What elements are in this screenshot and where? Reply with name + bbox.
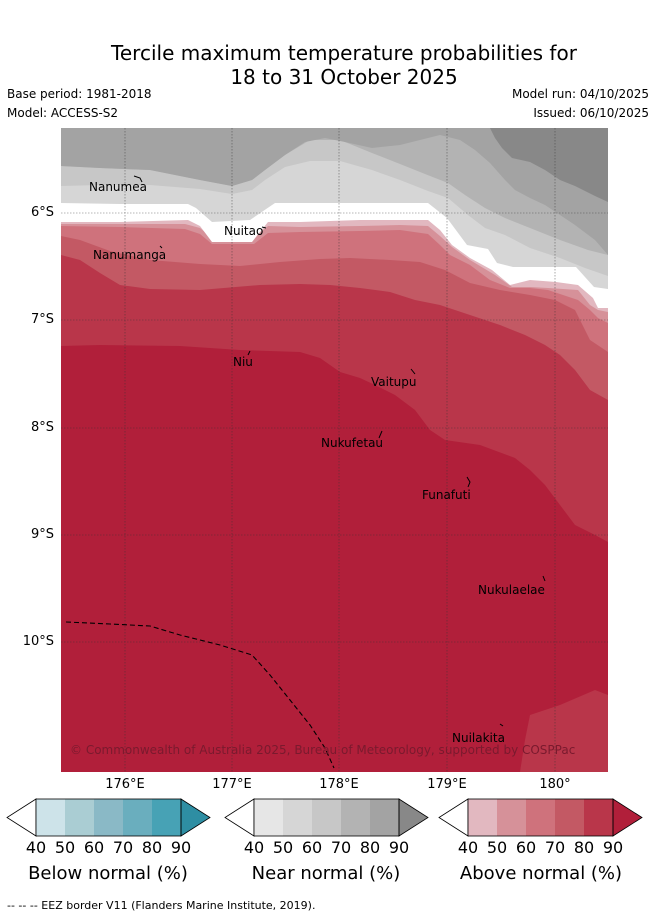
below-colorbar-segment [65,799,94,836]
above-colorbar-frame [467,798,614,837]
colorbar-above-normal [438,798,643,837]
lon-tick-179e: 179°E [427,777,467,792]
lon-tick-177e: 177°E [212,777,252,792]
lon-tick-178e: 178°E [319,777,359,792]
below-colorbar-segment [36,799,65,836]
island-label-nukufetau: Nukufetau [321,436,384,450]
near-tick-40: 40 [243,838,265,857]
above-tick-70: 70 [544,838,566,857]
map-title-line-2: 18 to 31 October 2025 [230,65,458,89]
near-colorbar-frame [253,798,400,837]
below-tick-60: 60 [83,838,105,857]
island-label-funafuti: Funafuti [422,488,471,502]
lat-tick-6s: 6°S [30,205,54,220]
above-colorbar-min-extension [438,798,469,837]
above-tick-60: 60 [515,838,537,857]
below-colorbar-max-extension [180,798,211,837]
lat-tick-9s: 9°S [30,527,54,542]
eez-border [65,621,335,769]
near-tick-80: 80 [359,838,381,857]
near-colorbar-max-extension [398,798,429,837]
region-near-80 [61,128,608,255]
island-coastlines [133,175,546,727]
above-tick-80: 80 [573,838,595,857]
above-colorbar-segment [584,799,613,836]
near-colorbar-segment [312,799,341,836]
near-colorbar-segment [370,799,399,836]
below-colorbar-segment [123,799,152,836]
near-tick-90: 90 [388,838,410,857]
island-label-nanumea: Nanumea [89,180,147,194]
issued-date: Issued: 06/10/2025 [533,106,649,120]
island-label-nuitao: Nuitao [224,224,264,238]
eez-legend-note: -- -- -- EEZ border V11 (Flanders Marine… [7,899,316,912]
lat-tick-10s: 10°S [22,634,54,649]
above-colorbar-segment [468,799,497,836]
below-colorbar-segment [94,799,123,836]
above-tick-50: 50 [486,838,508,857]
lat-tick-7s: 7°S [30,312,54,327]
copyright-notice: © Commonwealth of Australia 2025, Bureau… [70,743,576,757]
near-tick-70: 70 [330,838,352,857]
lon-tick-180: 180° [539,777,571,792]
model-run-date: Model run: 04/10/2025 [511,87,649,101]
lat-tick-8s: 8°S [30,420,54,435]
island-label-nanumanga: Nanumanga [93,248,167,262]
below-tick-80: 80 [141,838,163,857]
below-tick-90: 90 [170,838,192,857]
island-label-nukulaelae: Nukulaelae [478,583,545,597]
below-colorbar-min-extension [6,798,37,837]
near-colorbar-min-extension [224,798,255,837]
below-normal-label: Below normal (%) [28,863,188,884]
below-colorbar-segment [152,799,181,836]
near-colorbar-segment [254,799,283,836]
above-colorbar-max-extension [612,798,643,837]
below-tick-50: 50 [54,838,76,857]
above-colorbar-segment [526,799,555,836]
island-label-vaitupu: Vaitupu [371,375,417,389]
below-tick-40: 40 [25,838,47,857]
above-colorbar-segment [497,799,526,836]
base-period: Base period: 1981-2018 [7,87,152,101]
above-tick-40: 40 [457,838,479,857]
above-colorbar-segment [555,799,584,836]
near-tick-50: 50 [272,838,294,857]
colorbar-near-normal [224,798,429,837]
below-tick-70: 70 [112,838,134,857]
near-colorbar-segment [341,799,370,836]
map-title-line-1: Tercile maximum temperature probabilitie… [111,41,577,65]
model-name: Model: ACCESS-S2 [7,106,119,120]
colorbar-below-normal [6,798,211,837]
graticule [61,128,608,772]
island-label-nuilakita: Nuilakita [452,731,505,745]
above-tick-90: 90 [602,838,624,857]
below-colorbar-frame [35,798,182,837]
region-above-80-south [520,690,608,772]
near-normal-label: Near normal (%) [251,863,401,884]
lon-tick-176e: 176°E [105,777,145,792]
region-near-90 [490,128,608,202]
above-normal-label: Above normal (%) [459,863,623,884]
near-tick-60: 60 [301,838,323,857]
near-colorbar-segment [283,799,312,836]
island-label-niu: Niu [233,355,253,369]
